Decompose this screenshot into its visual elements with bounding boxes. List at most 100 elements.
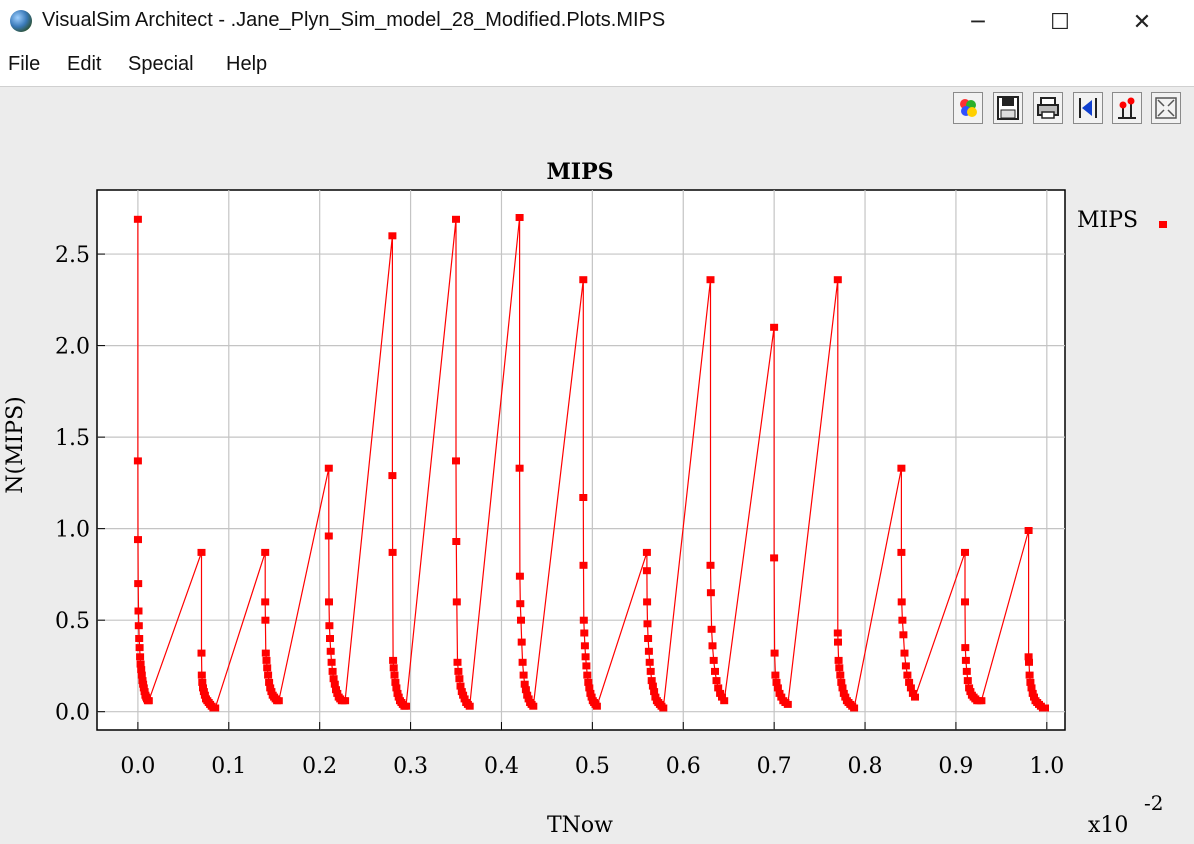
y-tick-label: 2.5 xyxy=(55,243,90,268)
data-point xyxy=(135,644,144,652)
data-point xyxy=(517,616,525,624)
data-point xyxy=(139,684,148,692)
data-point xyxy=(134,536,142,544)
data-point xyxy=(586,689,595,697)
data-point xyxy=(516,600,525,608)
data-point xyxy=(583,671,592,679)
legend-label: MIPS xyxy=(1077,208,1138,233)
data-point xyxy=(137,666,146,674)
data-point xyxy=(1027,684,1036,692)
data-point xyxy=(646,667,655,675)
data-point xyxy=(707,625,716,633)
save-button[interactable] xyxy=(993,92,1023,124)
data-point xyxy=(837,678,846,686)
data-point xyxy=(452,538,461,545)
data-point xyxy=(332,686,340,694)
data-point xyxy=(515,464,524,472)
data-point xyxy=(908,689,917,697)
data-point xyxy=(900,649,909,657)
data-point xyxy=(905,678,914,686)
data-point xyxy=(711,667,719,675)
data-point xyxy=(265,678,274,686)
data-point xyxy=(326,647,335,655)
data-point xyxy=(529,702,538,710)
data-point xyxy=(651,693,660,701)
data-point xyxy=(135,635,144,642)
data-point xyxy=(899,631,908,639)
data-point xyxy=(452,457,460,465)
menu-file[interactable]: File xyxy=(8,53,41,75)
data-point xyxy=(199,688,208,696)
data-point xyxy=(648,682,657,690)
data-point xyxy=(140,688,149,696)
maximize-button[interactable]: ☐ xyxy=(1050,9,1070,35)
color-palette-icon xyxy=(960,99,977,117)
data-point xyxy=(835,664,844,672)
close-button[interactable]: ✕ xyxy=(1132,9,1152,35)
data-point xyxy=(645,658,654,666)
data-point xyxy=(1025,658,1033,666)
menu-help[interactable]: Help xyxy=(226,53,268,75)
data-point xyxy=(136,653,145,661)
data-point xyxy=(775,689,784,697)
data-point xyxy=(770,323,779,331)
data-point xyxy=(581,653,590,661)
data-point xyxy=(961,598,969,606)
color-palette-button[interactable] xyxy=(953,92,983,124)
data-point xyxy=(643,620,652,628)
data-point xyxy=(1041,704,1049,712)
title-bar: VisualSim Architect - .Jane_Plyn_Sim_mod… xyxy=(0,0,1194,44)
format-button[interactable] xyxy=(1112,92,1142,124)
data-series xyxy=(133,214,1049,712)
print-button[interactable] xyxy=(1033,92,1063,124)
reset-axes-button[interactable] xyxy=(1073,92,1103,124)
data-point xyxy=(642,567,651,575)
data-point xyxy=(841,693,850,701)
data-point xyxy=(650,688,659,696)
data-point xyxy=(133,457,142,465)
fill-button[interactable] xyxy=(1151,92,1181,124)
data-point xyxy=(197,649,206,657)
data-point xyxy=(389,664,398,672)
data-point xyxy=(961,656,970,664)
data-point xyxy=(459,691,468,699)
data-point xyxy=(580,642,589,650)
x-tick-label: 0.6 xyxy=(666,754,701,779)
data-point xyxy=(325,622,334,630)
data-point xyxy=(838,684,847,692)
data-point xyxy=(708,642,717,650)
data-point xyxy=(465,702,474,710)
chart-title: MIPS xyxy=(546,159,613,185)
data-point xyxy=(139,680,148,688)
data-point xyxy=(324,532,333,540)
data-point xyxy=(783,700,792,708)
data-point xyxy=(211,704,220,712)
data-point xyxy=(328,667,337,675)
data-point xyxy=(197,548,206,556)
x-multiplier-exponent: -2 xyxy=(1144,791,1163,815)
data-point xyxy=(709,656,718,664)
minimize-button[interactable]: ─ xyxy=(971,9,985,35)
data-point xyxy=(592,702,601,710)
data-point xyxy=(585,684,594,692)
data-point xyxy=(460,695,469,703)
data-point xyxy=(1028,689,1037,697)
data-point xyxy=(261,616,270,624)
data-point xyxy=(644,635,653,642)
data-point xyxy=(644,647,653,655)
data-point xyxy=(134,580,143,588)
x-tick-label: 0.3 xyxy=(393,754,428,779)
data-point xyxy=(833,276,842,284)
data-point xyxy=(833,629,842,637)
data-point xyxy=(144,697,153,705)
x-multiplier-label: x10 xyxy=(1088,813,1128,838)
data-point xyxy=(388,472,397,480)
data-point xyxy=(266,684,275,692)
menu-edit[interactable]: Edit xyxy=(67,53,102,75)
x-tick-label: 0.4 xyxy=(484,754,519,779)
data-point xyxy=(520,680,529,688)
data-point xyxy=(199,684,207,692)
data-point xyxy=(965,684,974,692)
menu-special[interactable]: Special xyxy=(128,53,194,75)
data-point xyxy=(716,689,725,697)
